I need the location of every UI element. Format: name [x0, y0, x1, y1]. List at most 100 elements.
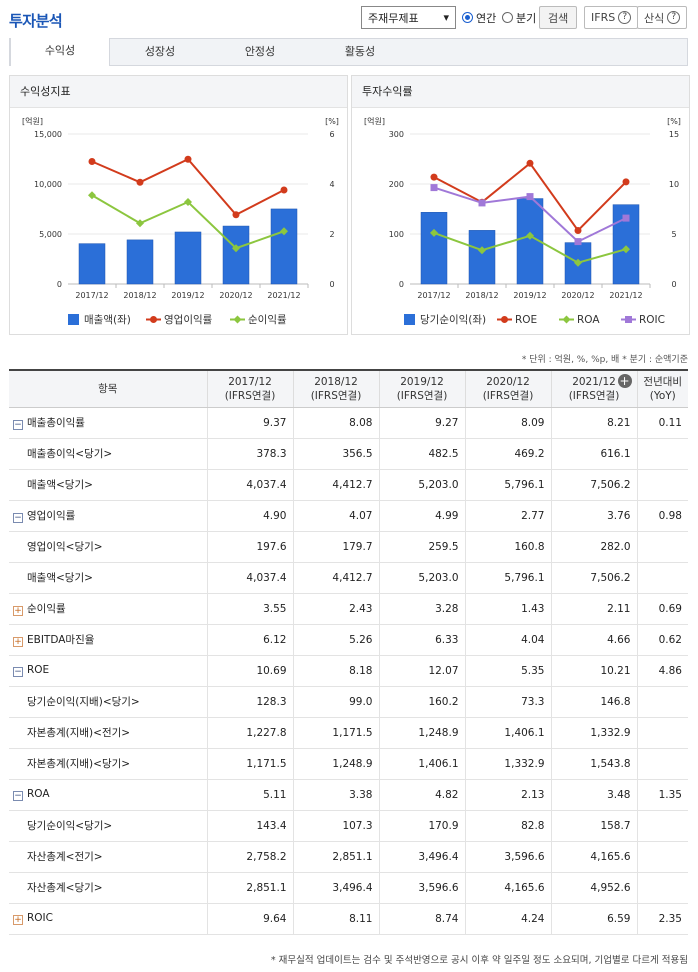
point — [574, 258, 582, 267]
row-label: 매출총이익<당기> — [9, 438, 207, 470]
bar — [174, 231, 202, 285]
point — [622, 214, 630, 222]
cell-value: 1,332.9 — [464, 748, 551, 780]
y2-tick-label: 0 — [329, 280, 334, 289]
row-label: 영업이익<당기> — [9, 531, 207, 563]
legend-label: 영업이익률 — [164, 313, 213, 326]
row-label-text: ROIC — [27, 912, 53, 924]
cell-value: 8.09 — [464, 407, 551, 439]
y-tick-label: 0 — [399, 280, 404, 289]
radio-quarter-label: 분기 — [516, 11, 537, 25]
row-label-text: 매출총이익<당기> — [27, 448, 113, 460]
cell-value: 4.82 — [378, 779, 465, 811]
cell-value: 0.62 — [636, 624, 688, 656]
row-label-text: 자본총계(지배)<당기> — [27, 758, 131, 770]
y-tick-label: 0 — [57, 280, 62, 289]
bar — [612, 204, 640, 285]
formula-help-button[interactable]: 산식? — [637, 6, 688, 29]
cell-value: 1,406.1 — [464, 717, 551, 749]
cell-value: 1,248.9 — [292, 748, 379, 780]
table-row: − 영업이익률 4.90 4.07 4.99 2.77 3.76 0.98 — [9, 500, 688, 532]
cell-value: 128.3 — [206, 686, 293, 718]
tab-stability[interactable]: 안정성 — [244, 45, 276, 58]
tab-growth[interactable]: 성장성 — [144, 45, 176, 58]
y2-tick-label: 15 — [669, 130, 679, 139]
collapse-icon[interactable]: − — [13, 420, 23, 430]
row-label-text: 자산총계<당기> — [27, 882, 103, 894]
cell-value: 82.8 — [464, 810, 551, 842]
point — [88, 191, 96, 200]
cell-value: 3,596.6 — [378, 872, 465, 904]
return-chart: [억원] [%] 0 100 200 300 0 5 10 15 2017/12 2018/12 201… — [364, 116, 681, 326]
cell-value: 482.5 — [378, 438, 465, 470]
row-label[interactable]: + ROIC — [9, 903, 207, 935]
column-header: 전년대비 (YoY) — [636, 370, 688, 408]
cell-value: 8.21 — [550, 407, 637, 439]
plus-circle-icon[interactable]: + — [617, 374, 632, 388]
cell-value — [636, 531, 688, 563]
cell-value: 4.90 — [206, 500, 293, 532]
series-line — [91, 158, 285, 216]
cell-value: 3.76 — [550, 500, 637, 532]
cell-value: 4.24 — [464, 903, 551, 935]
cell-value: 1,227.8 — [206, 717, 293, 749]
radio-annual[interactable]: 연간 — [462, 6, 496, 29]
row-label[interactable]: + 순이익률 — [9, 593, 207, 625]
row-label-text: EBITDA마진율 — [27, 634, 95, 646]
row-label: 자본총계(지배)<당기> — [9, 748, 207, 780]
expand-icon[interactable]: + — [13, 606, 23, 616]
row-label: 당기순이익(지배)<당기> — [9, 686, 207, 718]
y2-tick-label: 10 — [669, 180, 679, 189]
cell-value: 6.12 — [206, 624, 293, 656]
statement-select[interactable]: 주재무제표 ▾ — [361, 6, 456, 29]
cell-value: 282.0 — [550, 531, 637, 563]
cell-value: 1,171.5 — [292, 717, 379, 749]
point — [88, 158, 96, 165]
row-label[interactable]: − ROE — [9, 655, 207, 687]
bar — [78, 243, 106, 285]
expand-icon[interactable]: + — [13, 915, 23, 925]
cell-value: 4,165.6 — [550, 841, 637, 873]
cell-value: 1,171.5 — [206, 748, 293, 780]
row-label[interactable]: − 영업이익률 — [9, 500, 207, 532]
x-tick-label: 2018/12 — [123, 291, 156, 300]
statement-select-value: 주재무제표 — [368, 11, 419, 25]
collapse-icon[interactable]: − — [13, 667, 23, 677]
column-header-label: 2020/12 — [486, 375, 530, 388]
tab-profitability[interactable]: 수익성 — [10, 38, 110, 66]
point — [280, 227, 288, 236]
point — [622, 245, 630, 254]
collapse-icon[interactable]: − — [13, 791, 23, 801]
row-label-text: 순이익률 — [27, 603, 66, 615]
analysis-tabs: 수익성 성장성 안정성 활동성 — [9, 38, 688, 66]
table-row: + EBITDA마진율 6.12 5.26 6.33 4.04 4.66 0.62 — [9, 624, 688, 656]
left-axis-unit: [억원] — [364, 116, 385, 126]
ifrs-help-button[interactable]: IFRS? — [584, 6, 639, 29]
row-label[interactable]: − ROA — [9, 779, 207, 811]
search-button[interactable]: 검색 — [539, 6, 578, 29]
radio-quarter[interactable]: 분기 — [502, 6, 536, 29]
row-label[interactable]: + EBITDA마진율 — [9, 624, 207, 656]
legend-label: 순이익률 — [248, 314, 287, 326]
expand-icon[interactable]: + — [13, 637, 23, 647]
cell-value: 8.18 — [292, 655, 379, 687]
cell-value: 0.69 — [636, 593, 688, 625]
right-axis-unit: [%] — [325, 117, 339, 126]
cell-value: 73.3 — [464, 686, 551, 718]
tab-activity[interactable]: 활동성 — [344, 45, 376, 58]
x-tick-label: 2018/12 — [465, 291, 498, 300]
profitability-table: 항목 2017/12 (IFRS연결) 2018/12 (IFRS연결) 2019/12(… — [9, 369, 688, 935]
cell-value: 2.11 — [550, 593, 637, 625]
chevron-down-icon: ▾ — [443, 11, 449, 24]
point — [574, 238, 582, 246]
row-label[interactable]: − 매출총이익률 — [9, 407, 207, 439]
y-tick-label: 15,000 — [34, 130, 62, 139]
cell-value: 3,596.6 — [464, 841, 551, 873]
collapse-icon[interactable]: − — [13, 513, 23, 523]
cell-value — [636, 872, 688, 904]
x-tick-label: 2019/12 — [171, 291, 204, 300]
unit-note: * 단위 : 억원, %, %p, 배 * 분기 : 순액기준 — [521, 355, 688, 365]
cell-value: 5.35 — [464, 655, 551, 687]
column-header-sub: (IFRS연결) — [224, 389, 276, 402]
y-tick-label: 10,000 — [34, 180, 62, 189]
